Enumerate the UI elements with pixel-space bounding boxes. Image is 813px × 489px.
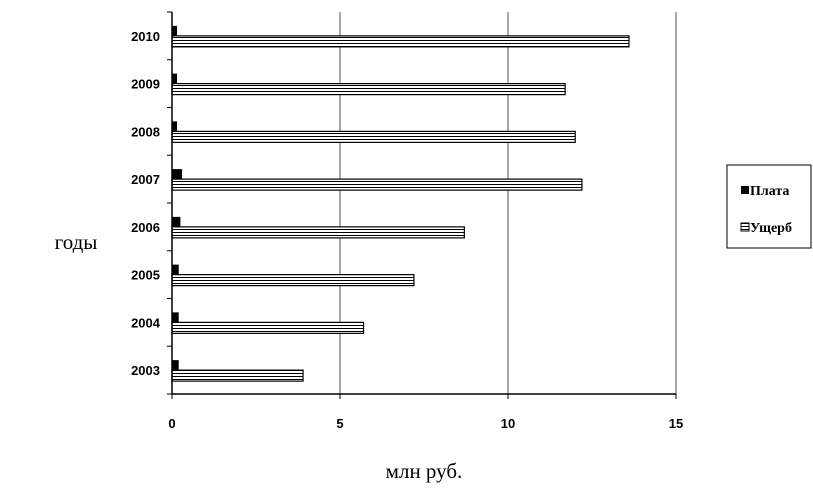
bar-usherb-2009	[171, 83, 566, 96]
gridlines	[339, 12, 677, 394]
bar-plata-2008	[172, 121, 178, 132]
y-tick-label-2010: 2010	[131, 29, 160, 44]
bar-usherb-2005	[171, 274, 415, 287]
x-tick-label-0: 0	[168, 416, 175, 431]
bar-plata-2007	[172, 169, 183, 180]
y-tick-label-2005: 2005	[131, 268, 160, 283]
bar-plata-2009	[172, 73, 178, 84]
legend-box	[726, 164, 812, 249]
axes	[167, 11, 677, 399]
y-tick-label-2007: 2007	[131, 172, 160, 187]
x-axis-label: млн руб.	[386, 459, 463, 483]
x-tick-label-10: 10	[501, 416, 515, 431]
legend-label-plata: Плата	[750, 184, 789, 199]
x-tick-label-15: 15	[669, 416, 683, 431]
bar-usherb-2010	[171, 35, 630, 48]
y-tick-label-2009: 2009	[131, 77, 160, 92]
bar-usherb-2008	[171, 130, 576, 143]
bar-usherb-2003	[171, 369, 304, 382]
bars	[171, 25, 630, 382]
y-tick-label-2006: 2006	[131, 220, 160, 235]
legend-label-usherb: Ущерб	[750, 221, 792, 236]
bar-plata-2006	[172, 216, 181, 227]
bar-plata-2004	[172, 312, 179, 323]
bar-usherb-2004	[171, 321, 365, 334]
legend: Плата Ущерб	[726, 164, 812, 249]
bar-usherb-2007	[171, 178, 583, 191]
bar-plata-2005	[172, 264, 179, 275]
x-tick-label-5: 5	[336, 416, 343, 431]
bar-plata-2003	[172, 360, 179, 371]
legend-swatch-usherb	[740, 222, 750, 232]
y-tick-label-2004: 2004	[131, 315, 161, 330]
y-tick-label-2003: 2003	[131, 363, 160, 378]
bar-plata-2010	[172, 25, 178, 36]
bar-usherb-2006	[171, 226, 465, 239]
x-tick-labels: 0 5 10 15	[168, 416, 683, 431]
legend-swatch-plata	[741, 186, 749, 194]
y-axis-label: годы	[55, 230, 98, 254]
y-tick-labels: 2003 2004 2005 2006 2007 2008 2009 2010	[131, 29, 161, 378]
y-tick-label-2008: 2008	[131, 124, 160, 139]
